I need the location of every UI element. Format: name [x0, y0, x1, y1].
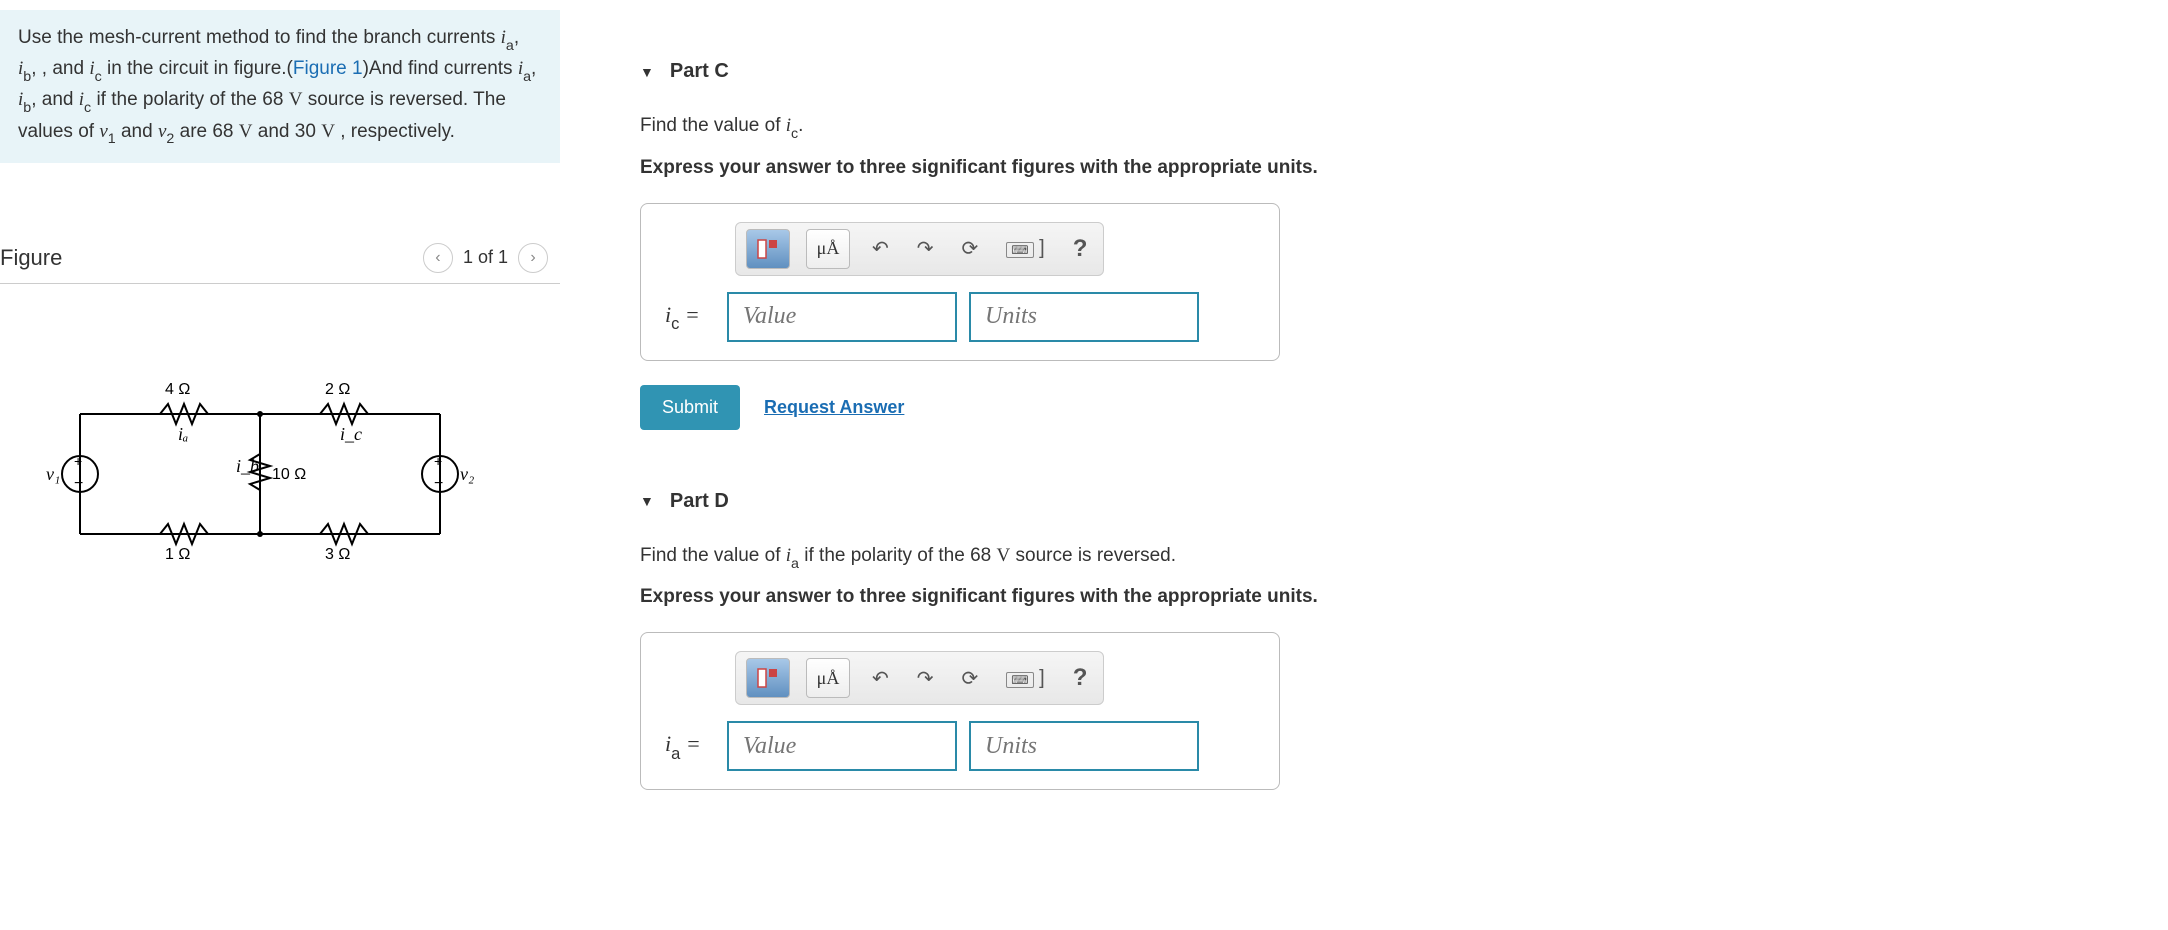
svg-text:2 Ω: 2 Ω: [325, 381, 350, 398]
svg-text:v₁: v₁: [46, 464, 60, 484]
figure-prev-button[interactable]: ‹: [423, 243, 453, 273]
var-ia: ia: [501, 27, 514, 48]
figure-header: Figure ‹ 1 of 1 ›: [0, 243, 560, 284]
svg-text:10 Ω: 10 Ω: [272, 466, 306, 483]
svg-text:+: +: [74, 453, 82, 469]
reset-icon[interactable]: ⟳: [956, 236, 985, 261]
part-c-section: ▼ Part C Find the value of ic. Express y…: [640, 60, 2128, 430]
undo-icon[interactable]: ↶: [866, 236, 895, 261]
part-d-section: ▼ Part D Find the value of ia if the pol…: [640, 490, 2128, 791]
part-c-prompt: Find the value of ic.: [640, 113, 2128, 143]
part-c-submit-button[interactable]: Submit: [640, 385, 740, 430]
svg-text:+: +: [434, 453, 442, 469]
figure-nav: ‹ 1 of 1 ›: [423, 243, 548, 273]
main-container: Use the mesh-current method to find the …: [0, 0, 2168, 930]
part-d-toolbar: μÅ ↶ ↷ ⟳ ⌨ ] ?: [735, 651, 1104, 705]
right-panel: ▼ Part C Find the value of ic. Express y…: [560, 0, 2168, 930]
svg-text:i_b: i_b: [236, 456, 259, 476]
part-d-units-input[interactable]: [969, 721, 1199, 771]
part-d-answer-box: μÅ ↶ ↷ ⟳ ⌨ ] ? ia =: [640, 632, 1280, 790]
part-d-label: ia =: [665, 731, 715, 761]
undo-icon[interactable]: ↶: [866, 666, 895, 691]
reset-icon[interactable]: ⟳: [956, 666, 985, 691]
part-d-answer-row: ia =: [665, 721, 1255, 771]
units-button[interactable]: μÅ: [806, 229, 850, 269]
help-icon[interactable]: ?: [1067, 235, 1094, 263]
figure-page: 1 of 1: [463, 247, 508, 268]
part-c-units-input[interactable]: [969, 292, 1199, 342]
svg-text:v₂: v₂: [460, 464, 474, 484]
part-c-value-input[interactable]: [727, 292, 957, 342]
var-ic: ic: [89, 58, 101, 79]
units-button[interactable]: μÅ: [806, 658, 850, 698]
circuit-diagram: .wire{stroke:#000;stroke-width:2;fill:no…: [0, 374, 560, 579]
part-c-instruction: Express your answer to three significant…: [640, 157, 2128, 179]
svg-text:iₐ: iₐ: [178, 424, 188, 444]
part-c-submit-row: Submit Request Answer: [640, 385, 2128, 430]
caret-down-icon: ▼: [640, 64, 654, 80]
part-d-title: Part D: [670, 490, 729, 513]
part-c-toolbar: μÅ ↶ ↷ ⟳ ⌨ ] ?: [735, 222, 1104, 276]
problem-text: Use the mesh-current method to find the …: [18, 27, 501, 48]
template-icon[interactable]: [746, 658, 790, 698]
part-c-title: Part C: [670, 60, 729, 83]
svg-text:−: −: [434, 475, 443, 492]
figure-next-button[interactable]: ›: [518, 243, 548, 273]
svg-text:i_c: i_c: [340, 424, 362, 444]
help-icon[interactable]: ?: [1067, 664, 1094, 692]
svg-text:3 Ω: 3 Ω: [325, 546, 350, 563]
template-icon[interactable]: [746, 229, 790, 269]
figure-title: Figure: [0, 245, 62, 271]
part-c-answer-box: μÅ ↶ ↷ ⟳ ⌨ ] ? ic =: [640, 203, 1280, 361]
caret-down-icon: ▼: [640, 493, 654, 509]
part-d-header[interactable]: ▼ Part D: [640, 490, 2128, 513]
svg-text:1 Ω: 1 Ω: [165, 546, 190, 563]
part-d-value-input[interactable]: [727, 721, 957, 771]
part-d-instruction: Express your answer to three significant…: [640, 586, 2128, 608]
part-c-answer-row: ic =: [665, 292, 1255, 342]
part-c-request-link[interactable]: Request Answer: [764, 397, 904, 418]
part-c-label: ic =: [665, 302, 715, 332]
keyboard-icon[interactable]: ⌨ ]: [1000, 237, 1050, 260]
svg-text:4 Ω: 4 Ω: [165, 381, 190, 398]
svg-text:−: −: [74, 475, 83, 492]
var-ib: ib: [18, 58, 31, 79]
redo-icon[interactable]: ↷: [911, 666, 940, 691]
problem-statement: Use the mesh-current method to find the …: [0, 10, 560, 163]
part-c-header[interactable]: ▼ Part C: [640, 60, 2128, 83]
keyboard-icon[interactable]: ⌨ ]: [1000, 667, 1050, 690]
figure-link[interactable]: Figure 1: [293, 58, 363, 79]
left-panel: Use the mesh-current method to find the …: [0, 0, 560, 930]
redo-icon[interactable]: ↷: [911, 236, 940, 261]
part-d-prompt: Find the value of ia if the polarity of …: [640, 543, 2128, 573]
